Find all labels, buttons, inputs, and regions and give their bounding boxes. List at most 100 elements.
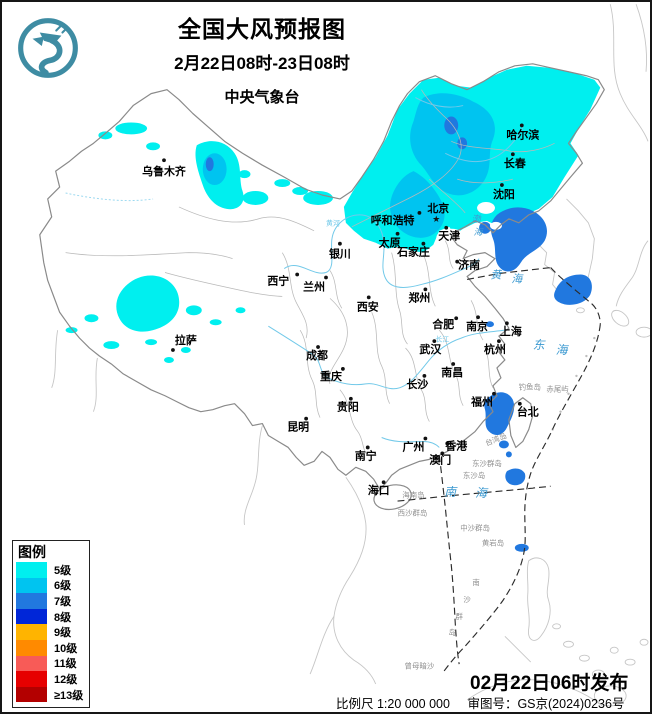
maritime-dashed-lines (397, 266, 601, 673)
wind-area-level7 (205, 116, 592, 552)
city-dot (423, 287, 428, 292)
legend-label: 9级 (54, 627, 72, 640)
city-label: 贵阳 (337, 400, 359, 414)
legend-color-swatch (16, 655, 47, 672)
island-label: 东沙群岛 (472, 458, 502, 468)
city-dot (162, 158, 166, 163)
city-dot (348, 396, 353, 401)
city-dot (395, 231, 400, 236)
city-label: 澳门 (429, 452, 451, 466)
city-dot (492, 391, 496, 396)
island-label: 钓鱼岛 (519, 381, 541, 391)
foreign-coastlines (51, 4, 650, 707)
legend-label: 5级 (54, 564, 72, 577)
legend-color-swatch (16, 562, 47, 578)
island-label: 赤尾屿 (546, 384, 569, 393)
city-dot (500, 183, 504, 187)
legend-item: 11级 (16, 655, 83, 672)
sea-label: 海 (475, 486, 489, 500)
city-label: 天津 (438, 229, 460, 243)
legend-color-swatch (16, 686, 47, 703)
legend-box: 图例 5级 6级 7级 8级 9级 10级 11级 12级 ≥13级 (12, 540, 90, 708)
rivers (65, 97, 524, 448)
publish-time: 02月22日06时发布 (470, 673, 629, 694)
city-dot (295, 272, 300, 277)
city-label: 合肥 (432, 317, 454, 331)
legend-color-swatch (16, 671, 47, 687)
city-dot (304, 416, 309, 421)
city-dot (476, 315, 480, 320)
city-label: 太原 (379, 236, 401, 250)
city-dot (338, 241, 342, 246)
legend-item: 6级 (16, 577, 83, 594)
city-dot (444, 225, 449, 230)
city-dot (423, 436, 428, 441)
city-label: 拉萨 (175, 333, 197, 347)
city-dot (451, 362, 456, 366)
city-dot (432, 339, 437, 343)
city-label: 南宁 (355, 448, 377, 462)
map-title: 全国大风预报图 (178, 16, 346, 42)
city-label: 成都 (306, 348, 328, 362)
island-label: 黄岩岛 (482, 537, 504, 547)
island-label: 中沙群岛 (460, 522, 490, 532)
sea-label: 南 (444, 485, 458, 499)
city-label: 南昌 (441, 365, 463, 379)
city-label: 重庆 (320, 369, 342, 383)
legend-label: 8级 (54, 611, 72, 624)
city-label: 台北 (517, 405, 539, 419)
city-label: 长沙 (407, 377, 429, 391)
map-scale: 比例尺 1:20 000 000 (336, 697, 450, 711)
legend-item: 5级 (16, 562, 83, 578)
legend-label: 12级 (54, 673, 78, 686)
city-label: 武汉 (419, 342, 441, 356)
island-label: 东沙岛 (463, 470, 485, 480)
city-dot (519, 123, 524, 128)
legend-title: 图例 (18, 544, 46, 560)
legend-color-swatch (16, 608, 47, 625)
city-label: 石家庄 (396, 245, 430, 259)
city-label: 杭州 (484, 342, 506, 356)
city-dot (422, 373, 427, 378)
legend-item: 7级 (16, 593, 83, 609)
island-label: 群 (455, 611, 463, 621)
city-dot (440, 451, 445, 456)
island-label: 岛 (449, 627, 456, 637)
city-label: 银川 (329, 247, 351, 261)
legend-color-swatch (16, 624, 47, 640)
city-dot (171, 348, 175, 352)
legend-item: 9级 (16, 624, 83, 640)
city-label: 昆明 (287, 421, 309, 434)
island-label: 西沙群岛 (398, 508, 428, 518)
legend-label: 11级 (54, 658, 77, 671)
issuing-agency: 中央气象台 (224, 89, 300, 106)
legend-label: 7级 (54, 595, 72, 608)
sea-label: 海 (556, 343, 570, 357)
island-label: 曾母暗沙 (405, 661, 435, 671)
river-label: 长江 (435, 335, 449, 344)
legend-color-swatch (16, 593, 47, 609)
legend-label: 10级 (54, 642, 78, 655)
legend-item: 12级 (16, 671, 83, 687)
river-label: 黄河 (326, 218, 340, 227)
city-dot (417, 211, 422, 215)
legend-item: ≥13级 (16, 686, 84, 703)
city-dot (366, 295, 371, 300)
island-label: 沙 (463, 595, 471, 604)
sea-label: 东 (533, 338, 547, 352)
city-dot (517, 401, 522, 406)
china-outline (39, 63, 605, 511)
city-dot (455, 259, 460, 264)
wind-area-level6 (202, 93, 495, 238)
city-dot (497, 339, 501, 343)
city-dot (504, 321, 509, 326)
legend-label: ≥13级 (54, 689, 84, 702)
city-label: 乌鲁木齐 (142, 164, 186, 178)
city-dot (445, 441, 450, 446)
sea-label: 海 (474, 227, 485, 237)
approval-number: 审图号：GS京(2024)0236号 (467, 697, 625, 711)
city-dot (324, 275, 328, 280)
sea-label: 渤 (472, 214, 482, 224)
